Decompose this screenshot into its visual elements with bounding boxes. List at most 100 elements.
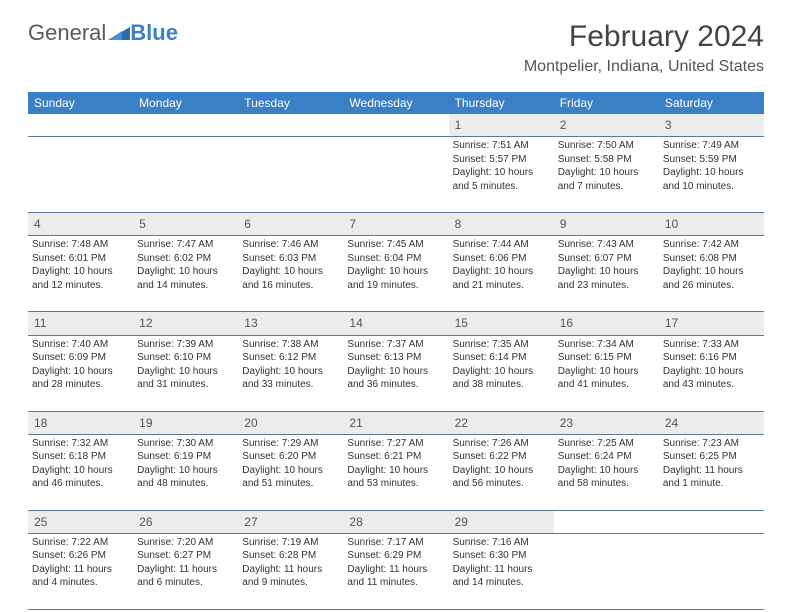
sunset-line: Sunset: 6:08 PM <box>663 252 760 266</box>
day-number-cell: 1 <box>449 114 554 137</box>
day-number-cell: 22 <box>449 411 554 434</box>
day-cell: Sunrise: 7:42 AMSunset: 6:08 PMDaylight:… <box>659 236 764 312</box>
daylight-line: Daylight: 10 hours and 36 minutes. <box>347 365 444 392</box>
day-cell: Sunrise: 7:26 AMSunset: 6:22 PMDaylight:… <box>449 434 554 510</box>
sunset-line: Sunset: 5:59 PM <box>663 153 760 167</box>
sunset-line: Sunset: 6:02 PM <box>137 252 234 266</box>
sunrise-line: Sunrise: 7:44 AM <box>453 238 550 252</box>
weekday-header: Wednesday <box>343 92 448 114</box>
day-number-cell: 29 <box>449 510 554 533</box>
sunrise-line: Sunrise: 7:19 AM <box>242 536 339 550</box>
calendar-table: SundayMondayTuesdayWednesdayThursdayFrid… <box>28 92 764 610</box>
sunset-line: Sunset: 6:22 PM <box>453 450 550 464</box>
day-number-cell: 3 <box>659 114 764 137</box>
sunset-line: Sunset: 5:57 PM <box>453 153 550 167</box>
day-cell: Sunrise: 7:30 AMSunset: 6:19 PMDaylight:… <box>133 434 238 510</box>
daylight-line: Daylight: 10 hours and 12 minutes. <box>32 265 129 292</box>
day-cell <box>238 137 343 213</box>
day-number-cell: 24 <box>659 411 764 434</box>
sunset-line: Sunset: 6:21 PM <box>347 450 444 464</box>
day-cell: Sunrise: 7:48 AMSunset: 6:01 PMDaylight:… <box>28 236 133 312</box>
sunset-line: Sunset: 6:09 PM <box>32 351 129 365</box>
sunrise-line: Sunrise: 7:20 AM <box>137 536 234 550</box>
sunrise-line: Sunrise: 7:35 AM <box>453 338 550 352</box>
sunset-line: Sunset: 6:25 PM <box>663 450 760 464</box>
sunset-line: Sunset: 6:28 PM <box>242 549 339 563</box>
sunset-line: Sunset: 6:04 PM <box>347 252 444 266</box>
weekday-header: Tuesday <box>238 92 343 114</box>
day-content-row: Sunrise: 7:48 AMSunset: 6:01 PMDaylight:… <box>28 236 764 312</box>
header: General Blue February 2024 Montpelier, I… <box>0 0 792 84</box>
day-number-cell: 23 <box>554 411 659 434</box>
sunset-line: Sunset: 6:29 PM <box>347 549 444 563</box>
sunrise-line: Sunrise: 7:27 AM <box>347 437 444 451</box>
day-cell: Sunrise: 7:35 AMSunset: 6:14 PMDaylight:… <box>449 335 554 411</box>
day-cell: Sunrise: 7:49 AMSunset: 5:59 PMDaylight:… <box>659 137 764 213</box>
day-content-row: Sunrise: 7:51 AMSunset: 5:57 PMDaylight:… <box>28 137 764 213</box>
day-cell: Sunrise: 7:39 AMSunset: 6:10 PMDaylight:… <box>133 335 238 411</box>
calendar-body: 123Sunrise: 7:51 AMSunset: 5:57 PMDaylig… <box>28 114 764 609</box>
day-number-cell: 26 <box>133 510 238 533</box>
day-number-row: 123 <box>28 114 764 137</box>
daylight-line: Daylight: 10 hours and 5 minutes. <box>453 166 550 193</box>
day-number-cell: 16 <box>554 312 659 335</box>
sunrise-line: Sunrise: 7:26 AM <box>453 437 550 451</box>
sunset-line: Sunset: 6:20 PM <box>242 450 339 464</box>
sunrise-line: Sunrise: 7:45 AM <box>347 238 444 252</box>
day-cell: Sunrise: 7:45 AMSunset: 6:04 PMDaylight:… <box>343 236 448 312</box>
sunrise-line: Sunrise: 7:34 AM <box>558 338 655 352</box>
sunset-line: Sunset: 6:19 PM <box>137 450 234 464</box>
daylight-line: Daylight: 11 hours and 4 minutes. <box>32 563 129 590</box>
day-number-cell: 2 <box>554 114 659 137</box>
daylight-line: Daylight: 10 hours and 33 minutes. <box>242 365 339 392</box>
sunset-line: Sunset: 6:26 PM <box>32 549 129 563</box>
sunset-line: Sunset: 6:12 PM <box>242 351 339 365</box>
weekday-header: Saturday <box>659 92 764 114</box>
day-cell: Sunrise: 7:43 AMSunset: 6:07 PMDaylight:… <box>554 236 659 312</box>
daylight-line: Daylight: 10 hours and 23 minutes. <box>558 265 655 292</box>
day-content-row: Sunrise: 7:32 AMSunset: 6:18 PM Daylight:… <box>28 434 764 510</box>
day-number-row: 45678910 <box>28 213 764 236</box>
day-number-cell: 28 <box>343 510 448 533</box>
sunset-line: Sunset: 6:18 PM <box>32 450 129 464</box>
daylight-line: Daylight: 10 hours and 58 minutes. <box>558 464 655 491</box>
day-content-row: Sunrise: 7:40 AMSunset: 6:09 PMDaylight:… <box>28 335 764 411</box>
day-number-cell <box>343 114 448 137</box>
location-subtitle: Montpelier, Indiana, United States <box>524 58 764 76</box>
day-number-cell: 18 <box>28 411 133 434</box>
day-cell <box>554 533 659 609</box>
day-number-cell: 9 <box>554 213 659 236</box>
daylight-line: Daylight: 10 hours and 7 minutes. <box>558 166 655 193</box>
day-cell: Sunrise: 7:23 AMSunset: 6:25 PMDaylight:… <box>659 434 764 510</box>
weekday-header: Friday <box>554 92 659 114</box>
day-number-cell: 20 <box>238 411 343 434</box>
title-block: February 2024 Montpelier, Indiana, Unite… <box>524 20 764 76</box>
sunset-line: Sunset: 6:07 PM <box>558 252 655 266</box>
daylight-line: Daylight: 10 hours and 56 minutes. <box>453 464 550 491</box>
day-cell <box>133 137 238 213</box>
day-number-cell: 15 <box>449 312 554 335</box>
day-cell: Sunrise: 7:40 AMSunset: 6:09 PMDaylight:… <box>28 335 133 411</box>
day-number-cell: 25 <box>28 510 133 533</box>
sunrise-line: Sunrise: 7:32 AM <box>32 437 129 451</box>
day-cell: Sunrise: 7:47 AMSunset: 6:02 PMDaylight:… <box>133 236 238 312</box>
sunrise-line: Sunrise: 7:39 AM <box>137 338 234 352</box>
day-number-cell: 6 <box>238 213 343 236</box>
sunrise-line: Sunrise: 7:42 AM <box>663 238 760 252</box>
day-cell: Sunrise: 7:38 AMSunset: 6:12 PMDaylight:… <box>238 335 343 411</box>
sunrise-line: Sunrise: 7:48 AM <box>32 238 129 252</box>
daylight-line: Daylight: 11 hours and 9 minutes. <box>242 563 339 590</box>
weekday-header-row: SundayMondayTuesdayWednesdayThursdayFrid… <box>28 92 764 114</box>
sunrise-line: Sunrise: 7:23 AM <box>663 437 760 451</box>
daylight-line: Daylight: 10 hours and 21 minutes. <box>453 265 550 292</box>
day-number-cell: 27 <box>238 510 343 533</box>
sunrise-line: Sunrise: 7:29 AM <box>242 437 339 451</box>
day-cell: Sunrise: 7:16 AMSunset: 6:30 PMDaylight:… <box>449 533 554 609</box>
sunrise-line: Sunrise: 7:47 AM <box>137 238 234 252</box>
day-cell: Sunrise: 7:34 AMSunset: 6:15 PMDaylight:… <box>554 335 659 411</box>
day-cell: Sunrise: 7:27 AMSunset: 6:21 PMDaylight:… <box>343 434 448 510</box>
day-cell: Sunrise: 7:25 AMSunset: 6:24 PMDaylight:… <box>554 434 659 510</box>
day-cell: Sunrise: 7:22 AMSunset: 6:26 PMDaylight:… <box>28 533 133 609</box>
day-cell: Sunrise: 7:32 AMSunset: 6:18 PMDaylight:… <box>28 434 133 510</box>
daylight-line: Daylight: 10 hours and 19 minutes. <box>347 265 444 292</box>
